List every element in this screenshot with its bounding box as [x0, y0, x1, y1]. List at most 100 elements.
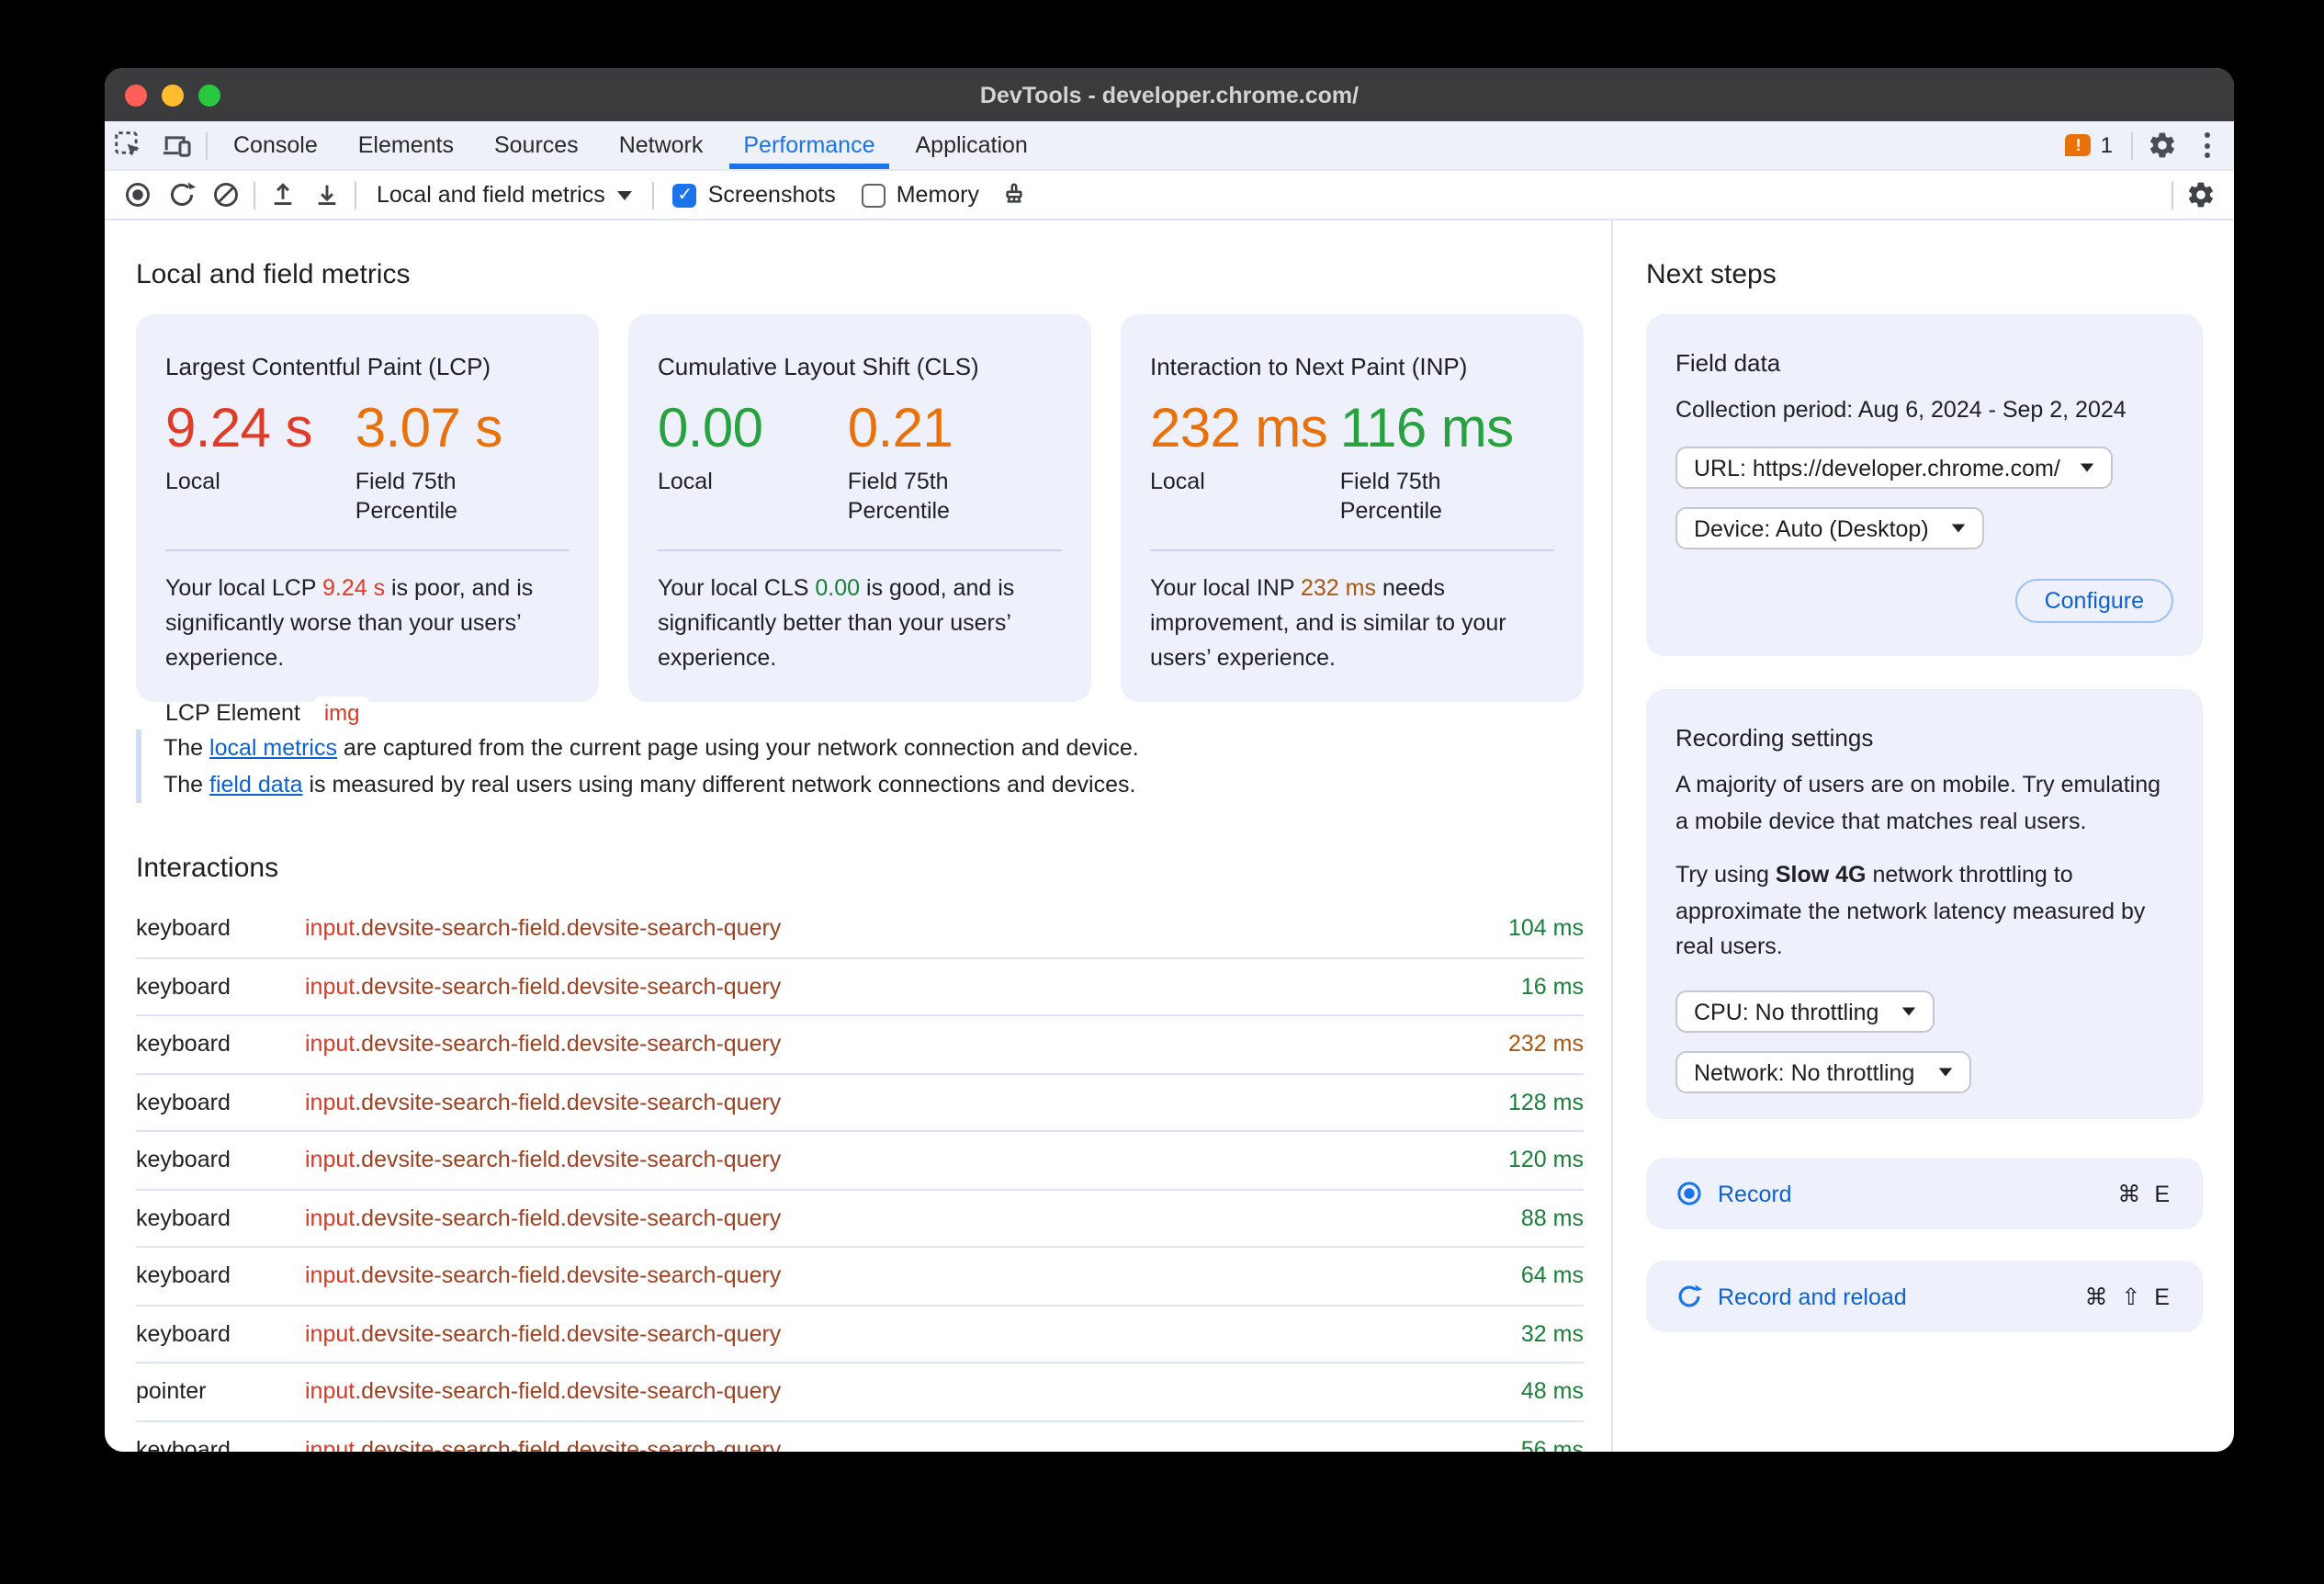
- interaction-duration: 48 ms: [1520, 1378, 1584, 1405]
- view-mode-select[interactable]: Local and field metrics: [362, 182, 648, 208]
- tab-performance[interactable]: Performance: [723, 121, 895, 169]
- zoom-button[interactable]: [198, 84, 220, 106]
- lcp-card: Largest Contentful Paint (LCP) 9.24 s Lo…: [136, 314, 599, 729]
- gear-icon: [2188, 182, 2213, 208]
- issues-icon: !: [2065, 134, 2092, 156]
- lcp-element-link[interactable]: img: [314, 696, 369, 729]
- interaction-duration: 32 ms: [1520, 1320, 1584, 1347]
- inp-local-label: Local: [1150, 468, 1205, 493]
- interaction-node-link[interactable]: input.devsite-search-field.devsite-searc…: [305, 973, 782, 1000]
- url-select[interactable]: URL: https://developer.chrome.com/: [1675, 447, 2113, 490]
- interaction-node-link[interactable]: input.devsite-search-field.devsite-searc…: [305, 1147, 782, 1173]
- more-options-button[interactable]: [2186, 132, 2227, 158]
- interaction-type: keyboard: [136, 1089, 231, 1115]
- record-row[interactable]: Record ⌘ E: [1646, 1158, 2203, 1230]
- interaction-node-link[interactable]: input.devsite-search-field.devsite-searc…: [305, 1320, 782, 1347]
- interaction-node-link[interactable]: input.devsite-search-field.devsite-searc…: [305, 1378, 782, 1405]
- device-toolbar-icon: [163, 136, 191, 157]
- field-data-card: Field data Collection period: Aug 6, 202…: [1646, 314, 2203, 657]
- metrics-panel: Local and field metrics Largest Contentf…: [105, 221, 1611, 1452]
- titlebar: DevTools - developer.chrome.com/: [105, 68, 2234, 121]
- issues-counter[interactable]: ! 1: [2053, 132, 2126, 158]
- local-metrics-link[interactable]: local metrics: [209, 735, 337, 761]
- memory-label: Memory: [896, 182, 980, 208]
- cls-card-title: Cumulative Layout Shift (CLS): [658, 353, 979, 380]
- field-data-title: Field data: [1675, 349, 1781, 377]
- interaction-type: keyboard: [136, 1320, 231, 1347]
- field-data-link[interactable]: field data: [209, 772, 303, 798]
- inp-card-title: Interaction to Next Paint (INP): [1150, 353, 1468, 380]
- interaction-duration: 128 ms: [1508, 1089, 1584, 1115]
- reload-icon: [170, 182, 197, 207]
- checkbox-checked-icon: ✓: [672, 183, 697, 207]
- interaction-node-link[interactable]: input.devsite-search-field.devsite-searc…: [305, 1031, 782, 1058]
- tab-network[interactable]: Network: [618, 132, 704, 158]
- save-profile-button[interactable]: [305, 173, 349, 217]
- interaction-duration: 56 ms: [1520, 1437, 1584, 1453]
- close-button[interactable]: [125, 84, 147, 106]
- load-profile-button[interactable]: [261, 173, 305, 217]
- interaction-node-link[interactable]: input.devsite-search-field.devsite-searc…: [305, 1262, 782, 1289]
- screenshots-label: Screenshots: [707, 182, 836, 208]
- cls-card: Cumulative Layout Shift (CLS) 0.00 Local…: [628, 314, 1091, 702]
- lcp-card-title: Largest Contentful Paint (LCP): [165, 353, 491, 380]
- interaction-duration: 16 ms: [1520, 973, 1584, 1000]
- tab-bar: Console Elements Sources Network Perform…: [105, 121, 2234, 171]
- record-icon: [1675, 1181, 1703, 1208]
- record-shortcut: ⌘ E: [2117, 1182, 2173, 1208]
- tab-elements[interactable]: Elements: [357, 132, 454, 158]
- interaction-node-link[interactable]: input.devsite-search-field.devsite-searc…: [305, 1437, 782, 1453]
- tab-sources[interactable]: Sources: [493, 132, 579, 158]
- clear-button[interactable]: [204, 173, 248, 217]
- interaction-node-link[interactable]: input.devsite-search-field.devsite-searc…: [305, 915, 782, 942]
- record-and-reload-button[interactable]: [160, 173, 204, 217]
- record-icon: [126, 183, 150, 207]
- next-steps-heading: Next steps: [1646, 259, 1777, 290]
- minimize-button[interactable]: [162, 84, 184, 106]
- inspect-element-button[interactable]: [105, 121, 152, 169]
- cls-field-label: Field 75th Percentile: [847, 468, 950, 525]
- separator: [206, 131, 208, 159]
- panel-settings-button[interactable]: [2179, 173, 2223, 217]
- device-select[interactable]: Device: Auto (Desktop): [1675, 507, 1984, 550]
- upload-icon: [274, 183, 292, 206]
- interaction-row: keyboard input.devsite-search-field.devsi…: [136, 1074, 1584, 1132]
- interaction-row: keyboard input.devsite-search-field.devsi…: [136, 1016, 1584, 1074]
- cls-local-label: Local: [658, 468, 713, 493]
- record-and-reload-label[interactable]: Record and reload: [1718, 1284, 1907, 1310]
- tab-application[interactable]: Application: [915, 132, 1028, 158]
- record-and-reload-row[interactable]: Record and reload ⌘ ⇧ E: [1646, 1261, 2203, 1333]
- settings-button[interactable]: [2138, 130, 2186, 160]
- lcp-description: Your local LCP 9.24 s is poor, and is si…: [165, 575, 534, 671]
- configure-button[interactable]: Configure: [2014, 579, 2173, 624]
- interaction-type: keyboard: [136, 915, 231, 942]
- window-title: DevTools - developer.chrome.com/: [979, 82, 1359, 107]
- interaction-node-link[interactable]: input.devsite-search-field.devsite-searc…: [305, 1089, 782, 1115]
- metrics-heading: Local and field metrics: [136, 259, 411, 290]
- device-toolbar-button[interactable]: [152, 121, 200, 169]
- interaction-type: keyboard: [136, 1437, 231, 1453]
- interaction-row: keyboard input.devsite-search-field.devsi…: [136, 1248, 1584, 1306]
- memory-checkbox[interactable]: Memory: [849, 182, 992, 208]
- block-icon: [214, 183, 238, 207]
- interaction-node-link[interactable]: input.devsite-search-field.devsite-searc…: [305, 1205, 782, 1231]
- cpu-throttling-select[interactable]: CPU: No throttling: [1675, 990, 1935, 1034]
- chevron-down-icon: [1951, 525, 1966, 534]
- separator: [254, 181, 255, 209]
- lcp-field-label: Field 75th Percentile: [355, 468, 457, 525]
- checkbox-unchecked-icon: [861, 183, 886, 207]
- lcp-local-label: Local: [165, 468, 220, 493]
- network-throttling-select[interactable]: Network: No throttling: [1675, 1051, 1971, 1094]
- record-label[interactable]: Record: [1718, 1181, 1792, 1207]
- recording-settings-card: Recording settings A majority of users a…: [1646, 689, 2203, 1120]
- garbage-brush-icon: [1006, 183, 1022, 203]
- interaction-row: keyboard input.devsite-search-field.devsi…: [136, 1132, 1584, 1190]
- record-button[interactable]: [116, 173, 160, 217]
- tab-console[interactable]: Console: [233, 132, 318, 158]
- inspect-icon: [114, 130, 139, 155]
- screenshots-checkbox[interactable]: ✓ Screenshots: [660, 182, 849, 208]
- collect-garbage-button[interactable]: [992, 173, 1036, 217]
- inp-local-value: 232 ms: [1150, 399, 1328, 459]
- interaction-duration: 88 ms: [1520, 1205, 1584, 1231]
